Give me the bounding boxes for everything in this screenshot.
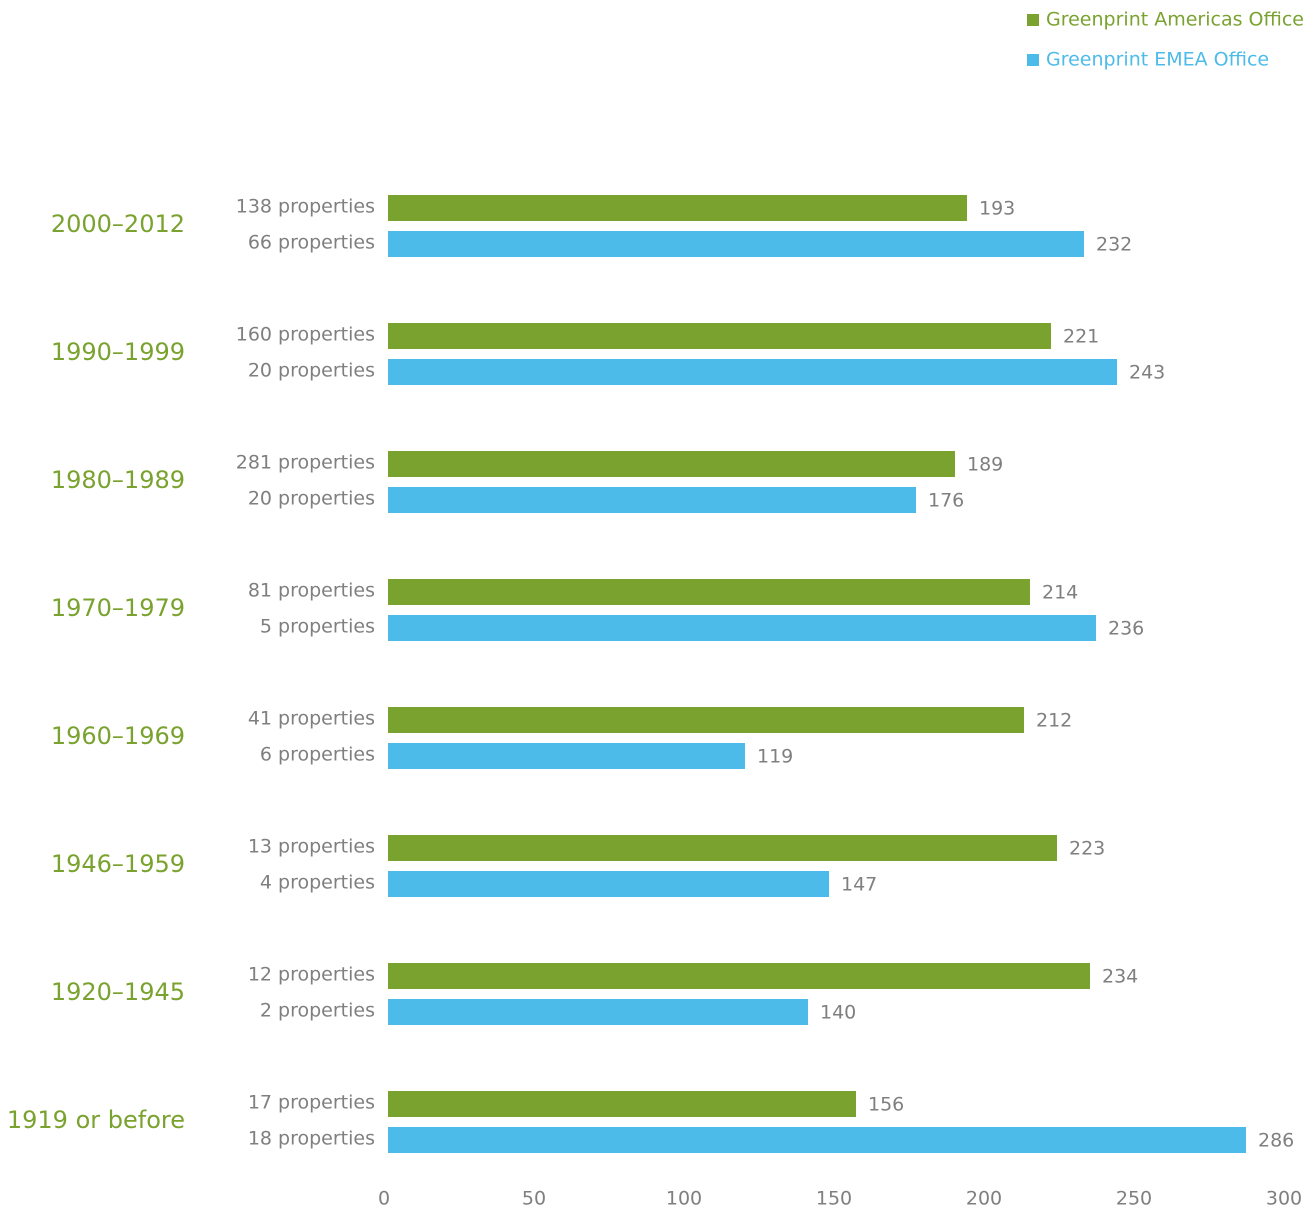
bar [388, 1127, 1246, 1153]
category-label: 1946–1959 [51, 850, 185, 878]
bar-count-label: 18 properties [248, 1128, 375, 1150]
bar [388, 707, 1024, 733]
bar-count-label: 66 properties [248, 232, 375, 254]
value-label: 119 [757, 746, 793, 768]
bar-count-label: 160 properties [236, 324, 375, 346]
bar [388, 487, 916, 513]
value-label: 176 [928, 490, 964, 512]
bar [388, 451, 955, 477]
bar-count-label: 17 properties [248, 1092, 375, 1114]
value-label: 189 [967, 454, 1003, 476]
category-label: 2000–2012 [51, 210, 185, 238]
value-label: 221 [1063, 326, 1099, 348]
value-label: 147 [841, 874, 877, 896]
x-tick-label: 150 [816, 1188, 852, 1210]
value-label: 140 [820, 1002, 856, 1024]
legend-swatch [1027, 14, 1039, 26]
legend-swatch [1027, 54, 1039, 66]
value-label: 232 [1096, 234, 1132, 256]
x-tick-label: 0 [378, 1188, 390, 1210]
value-label: 193 [979, 198, 1015, 220]
bar [388, 231, 1084, 257]
bar-count-label: 138 properties [236, 196, 375, 218]
bar-count-label: 20 properties [248, 488, 375, 510]
value-label: 236 [1108, 618, 1144, 640]
value-label: 223 [1069, 838, 1105, 860]
category-label: 1980–1989 [51, 466, 185, 494]
bar [388, 743, 745, 769]
bar-count-label: 41 properties [248, 708, 375, 730]
category-label: 1920–1945 [51, 978, 185, 1006]
bar [388, 323, 1051, 349]
bar-count-label: 4 properties [260, 872, 375, 894]
value-label: 286 [1258, 1130, 1294, 1152]
bar [388, 871, 829, 897]
x-tick-label: 250 [1116, 1188, 1152, 1210]
bar-count-label: 81 properties [248, 580, 375, 602]
bar-count-label: 13 properties [248, 836, 375, 858]
value-label: 243 [1129, 362, 1165, 384]
x-tick-label: 300 [1266, 1188, 1302, 1210]
x-tick-label: 200 [966, 1188, 1002, 1210]
bar [388, 615, 1096, 641]
bar [388, 999, 808, 1025]
bar [388, 1091, 856, 1117]
value-label: 214 [1042, 582, 1078, 604]
bar-count-label: 281 properties [236, 452, 375, 474]
bar-count-label: 20 properties [248, 360, 375, 382]
bar [388, 835, 1057, 861]
bar [388, 195, 967, 221]
bar-count-label: 2 properties [260, 1000, 375, 1022]
value-label: 234 [1102, 966, 1138, 988]
bar-count-label: 5 properties [260, 616, 375, 638]
category-label: 1960–1969 [51, 722, 185, 750]
x-tick-label: 50 [522, 1188, 546, 1210]
bar [388, 579, 1030, 605]
bar [388, 359, 1117, 385]
value-label: 212 [1036, 710, 1072, 732]
x-tick-label: 100 [666, 1188, 702, 1210]
legend-label: Greenprint EMEA Office [1046, 49, 1269, 71]
bar [388, 963, 1090, 989]
bar-count-label: 12 properties [248, 964, 375, 986]
bar-count-label: 6 properties [260, 744, 375, 766]
category-label: 1990–1999 [51, 338, 185, 366]
value-label: 156 [868, 1094, 904, 1116]
legend-label: Greenprint Americas Office [1046, 9, 1304, 31]
category-label: 1919 or before [7, 1106, 185, 1134]
category-label: 1970–1979 [51, 594, 185, 622]
